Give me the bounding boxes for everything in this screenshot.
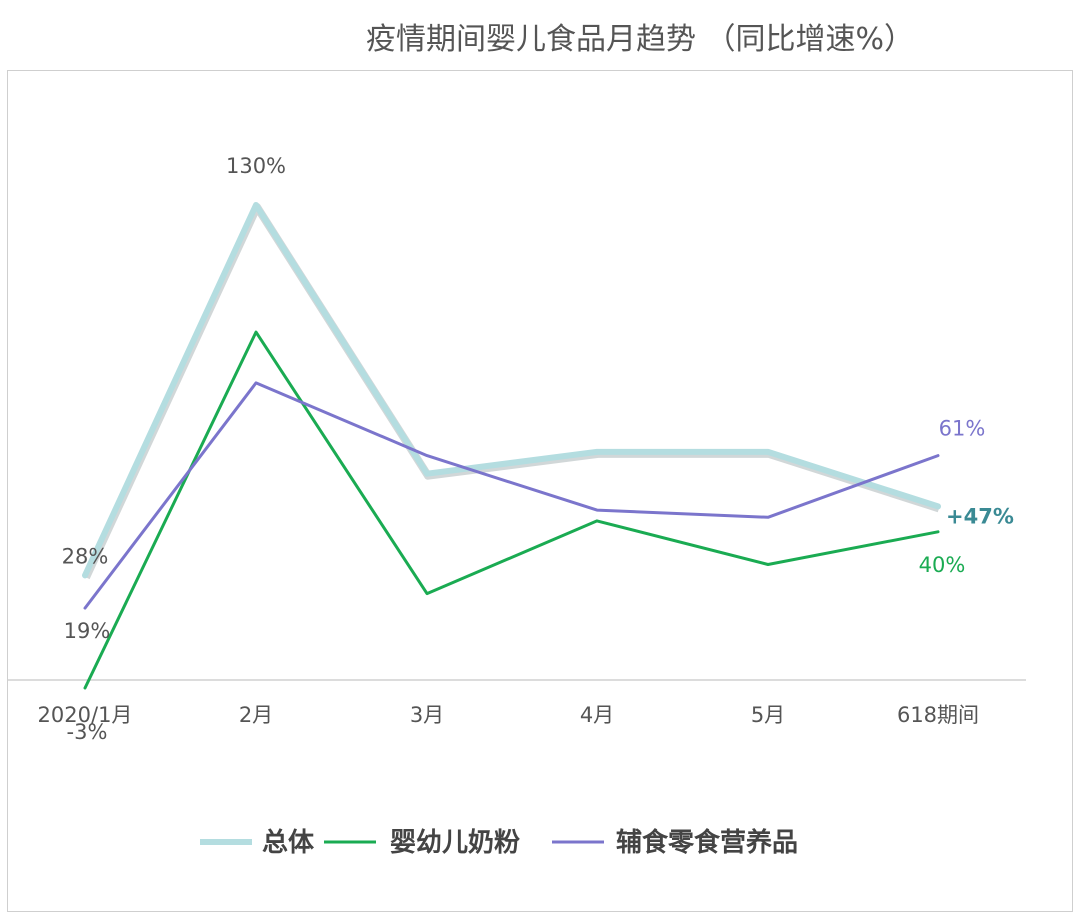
data-label: 130%: [226, 154, 286, 178]
x-tick-label: 4月: [580, 703, 614, 727]
series-line-shadow: [82, 203, 941, 580]
x-tick-label: 2020/1月: [38, 703, 133, 727]
legend-label: 总体: [262, 828, 315, 858]
series-line-2: [83, 381, 940, 610]
x-tick-label: 5月: [751, 703, 785, 727]
series-line-1: [83, 330, 940, 690]
x-tick-label: 3月: [410, 703, 444, 727]
chart-title: 疫情期间婴儿食品月趋势 （同比增速%）: [365, 22, 915, 57]
data-label: 40%: [919, 553, 966, 577]
x-tick-label: 2月: [239, 703, 273, 727]
legend-label: 辅食零食营养品: [616, 827, 798, 858]
data-label: 19%: [64, 619, 111, 643]
series-line-0: [82, 202, 941, 579]
legend-label: 婴幼儿奶粉: [390, 827, 520, 858]
data-label: -3%: [67, 720, 108, 744]
plot-frame: [7, 70, 1073, 912]
data-label: +47%: [946, 504, 1014, 528]
data-label: 61%: [939, 417, 986, 441]
x-tick-label: 618期间: [897, 703, 979, 727]
data-label: 28%: [62, 544, 109, 568]
